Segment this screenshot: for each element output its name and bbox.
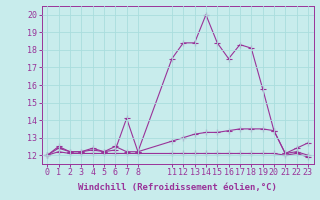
X-axis label: Windchill (Refroidissement éolien,°C): Windchill (Refroidissement éolien,°C) — [78, 183, 277, 192]
